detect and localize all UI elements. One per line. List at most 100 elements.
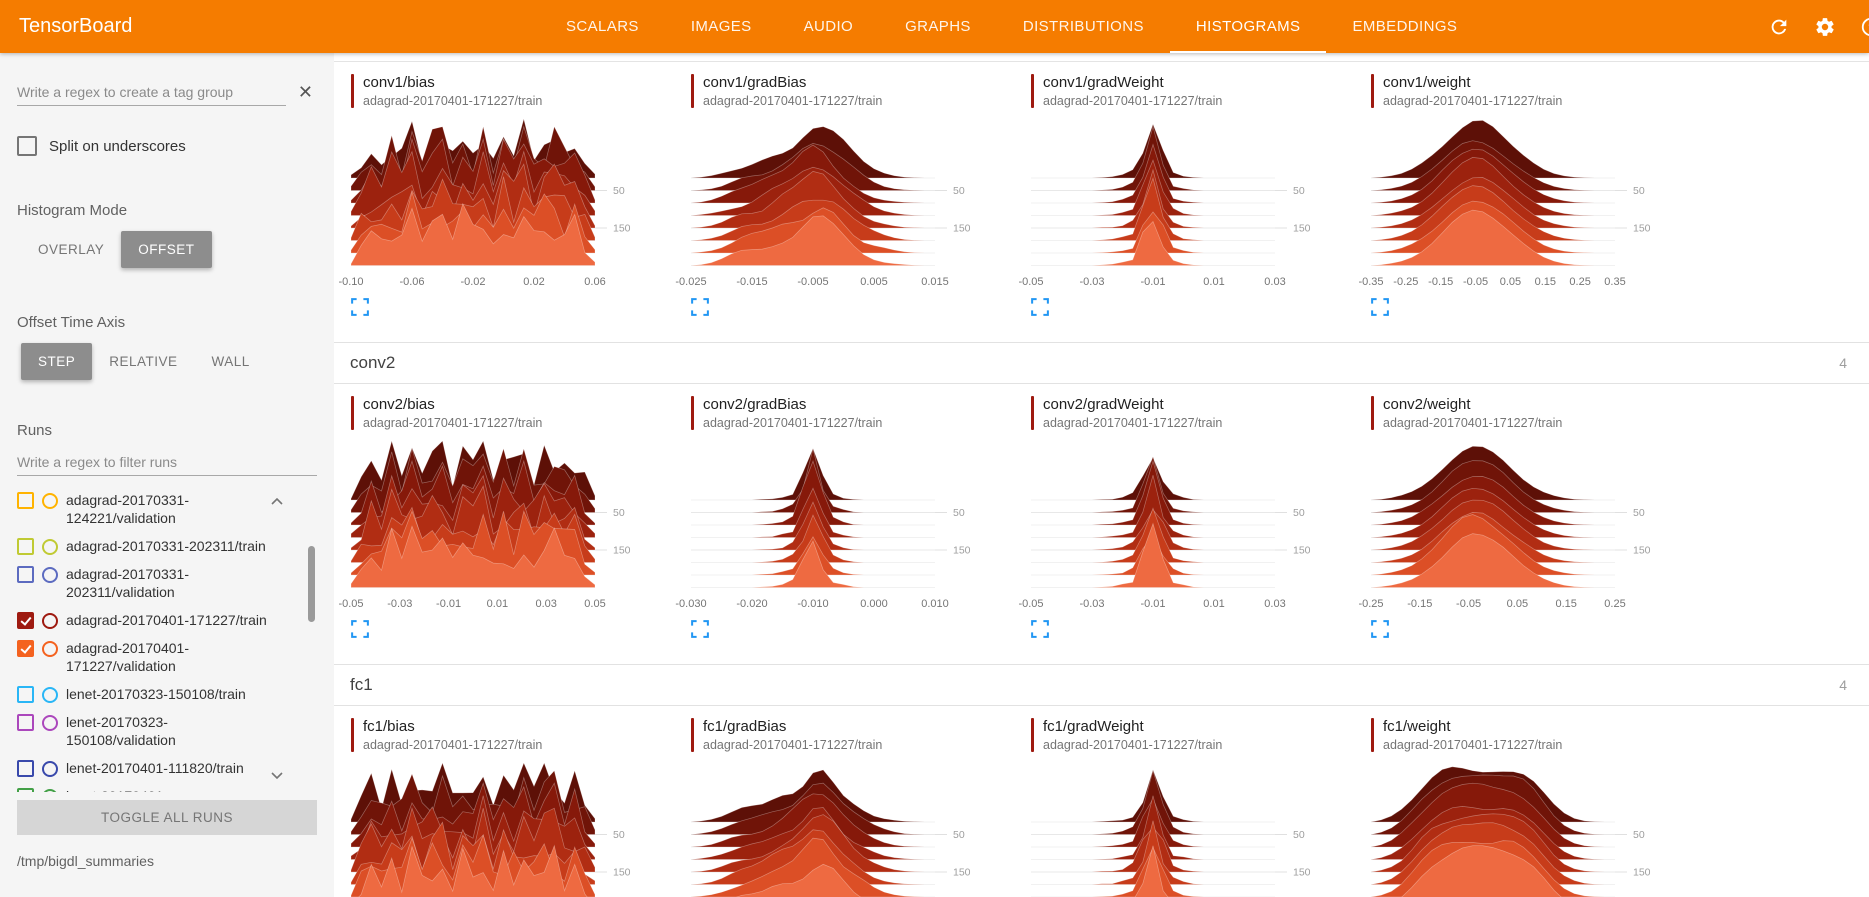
histogram-chart[interactable]: 50 150	[691, 438, 987, 598]
run-checkbox[interactable]	[17, 566, 34, 583]
x-tick-label: -0.06	[399, 276, 425, 288]
run-radio[interactable]	[42, 714, 58, 731]
card-title: conv1/bias	[363, 74, 435, 91]
ridgeline-plot[interactable]: 50 150	[690, 760, 987, 897]
run-checkbox[interactable]	[17, 640, 34, 657]
histogram-card: conv2/gradBias adagrad-20170401-171227/tr…	[674, 388, 1014, 644]
run-radio[interactable]	[42, 760, 58, 777]
run-radio[interactable]	[42, 612, 58, 629]
run-radio[interactable]	[42, 788, 58, 792]
tag-regex-input[interactable]	[17, 79, 286, 106]
expand-icon[interactable]	[351, 298, 369, 316]
tag-group-header[interactable]: fc1 4	[334, 664, 1869, 706]
expand-icon[interactable]	[1031, 620, 1049, 638]
run-row[interactable]: lenet-20170323-150108/train	[17, 680, 317, 708]
histogram-chart[interactable]: 50 150	[1031, 116, 1327, 276]
histogram-chart[interactable]: 50 150	[350, 760, 647, 897]
histogram-chart[interactable]: 50 150	[1031, 760, 1327, 897]
expand-icon[interactable]	[1031, 298, 1049, 316]
expand-icon[interactable]	[691, 620, 709, 638]
ridgeline-plot[interactable]: 50 150	[1370, 760, 1667, 897]
refresh-icon[interactable]	[1767, 15, 1791, 39]
histogram-chart[interactable]: 50 150	[690, 116, 987, 276]
settings-icon[interactable]	[1813, 15, 1837, 39]
ridgeline-plot[interactable]: 50 150	[690, 116, 987, 276]
x-tick-label: 0.06	[584, 276, 606, 288]
tab-scalars[interactable]: SCALARS	[566, 18, 639, 35]
card-run-name: adagrad-20170401-171227/train	[1043, 738, 1223, 752]
ridgeline-plot[interactable]: 50 150	[1031, 116, 1327, 276]
scrollbar-thumb[interactable]	[308, 546, 315, 622]
run-row[interactable]: adagrad-20170331-202311/train	[17, 532, 317, 560]
histogram-mode-offset-button[interactable]: OFFSET	[121, 231, 212, 268]
histogram-chart[interactable]: 50 150	[690, 760, 987, 897]
run-filter-input[interactable]	[17, 449, 317, 476]
histogram-mode-overlay-button[interactable]: OVERLAY	[38, 242, 105, 257]
ridgeline-plot[interactable]: 50 150	[1031, 760, 1327, 897]
expand-icon[interactable]	[691, 298, 709, 316]
x-tick-label: 0.15	[1534, 276, 1556, 288]
offset-time_axis-relative-button[interactable]: RELATIVE	[109, 354, 178, 369]
tag-group-header[interactable]: conv2 4	[334, 342, 1869, 384]
offset-time-axis-buttons: STEP RELATIVE WALL	[21, 343, 317, 380]
run-checkbox[interactable]	[17, 788, 34, 792]
expand-icon[interactable]	[351, 620, 369, 638]
ridgeline-plot[interactable]: 50 150	[350, 438, 647, 598]
run-color-bar	[1371, 74, 1374, 108]
expand-icon[interactable]	[1371, 620, 1389, 638]
run-row[interactable]: adagrad-20170331-124221/validation	[17, 486, 317, 532]
run-row[interactable]: adagrad-20170331-202311/validation	[17, 560, 317, 606]
run-checkbox[interactable]	[17, 714, 34, 731]
x-tick-label: 0.03	[1264, 276, 1286, 288]
y-tick-label: 50	[953, 185, 965, 197]
toggle-all-runs-button[interactable]: TOGGLE ALL RUNS	[17, 800, 317, 835]
run-checkbox[interactable]	[17, 612, 34, 629]
ridgeline-plot[interactable]: 50 150	[350, 760, 647, 897]
split-on-underscores-row[interactable]: Split on underscores	[17, 136, 317, 156]
ridgeline-plot[interactable]: 50 150	[350, 116, 647, 276]
run-checkbox[interactable]	[17, 686, 34, 703]
x-tick-label: -0.010	[797, 598, 829, 610]
run-row[interactable]: lenet-20170401-111820/validation	[17, 782, 317, 792]
offset-time_axis-step-button[interactable]: STEP	[21, 343, 93, 380]
histogram-chart[interactable]: 50 150	[350, 438, 647, 598]
help-icon[interactable]: ?	[1859, 15, 1869, 39]
card-title: fc1/bias	[363, 718, 415, 735]
scroll-up-icon[interactable]	[271, 492, 283, 510]
offset-time_axis-wall-button[interactable]: WALL	[211, 354, 250, 369]
run-radio[interactable]	[42, 492, 58, 509]
run-row[interactable]: adagrad-20170401-171227/validation	[17, 634, 317, 680]
scroll-down-icon[interactable]	[271, 766, 283, 784]
run-checkbox[interactable]	[17, 492, 34, 509]
tab-histograms[interactable]: HISTOGRAMS	[1170, 0, 1327, 53]
tab-embeddings[interactable]: EMBEDDINGS	[1352, 18, 1458, 35]
run-radio[interactable]	[42, 686, 58, 703]
histogram-chart[interactable]: 50 150	[1370, 438, 1667, 598]
ridgeline-plot[interactable]: 50 150	[1370, 116, 1667, 276]
run-checkbox[interactable]	[17, 538, 34, 555]
run-row[interactable]: lenet-20170323-150108/validation	[17, 708, 317, 754]
histogram-chart[interactable]: 50 150	[350, 116, 647, 276]
tab-images[interactable]: IMAGES	[690, 18, 752, 35]
tab-distributions[interactable]: DISTRIBUTIONS	[1022, 18, 1144, 35]
run-row[interactable]: lenet-20170401-111820/train	[17, 754, 317, 782]
run-radio[interactable]	[42, 566, 58, 583]
ridgeline-plot[interactable]: 50 150	[1370, 438, 1667, 598]
expand-icon[interactable]	[1371, 298, 1389, 316]
x-axis-ticks: -0.05 -0.03 -0.01 0.01 0.03	[1018, 276, 1285, 290]
close-icon[interactable]: ✕	[297, 82, 313, 102]
ridgeline-plot[interactable]: 50 150	[1031, 438, 1327, 598]
run-row[interactable]: adagrad-20170401-171227/train	[17, 606, 317, 634]
histogram-chart[interactable]: 50 150	[1370, 116, 1667, 276]
run-checkbox[interactable]	[17, 760, 34, 777]
run-radio[interactable]	[42, 640, 58, 657]
split-checkbox[interactable]	[17, 136, 37, 156]
histogram-card: fc1/bias adagrad-20170401-171227/train 50 1…	[334, 710, 674, 897]
tab-graphs[interactable]: GRAPHS	[905, 18, 971, 35]
x-tick-label: 0.01	[486, 598, 509, 610]
run-radio[interactable]	[42, 538, 58, 555]
ridgeline-plot[interactable]: 50 150	[691, 438, 987, 598]
tab-audio[interactable]: AUDIO	[803, 18, 854, 35]
histogram-chart[interactable]: 50 150	[1370, 760, 1667, 897]
histogram-chart[interactable]: 50 150	[1031, 438, 1327, 598]
